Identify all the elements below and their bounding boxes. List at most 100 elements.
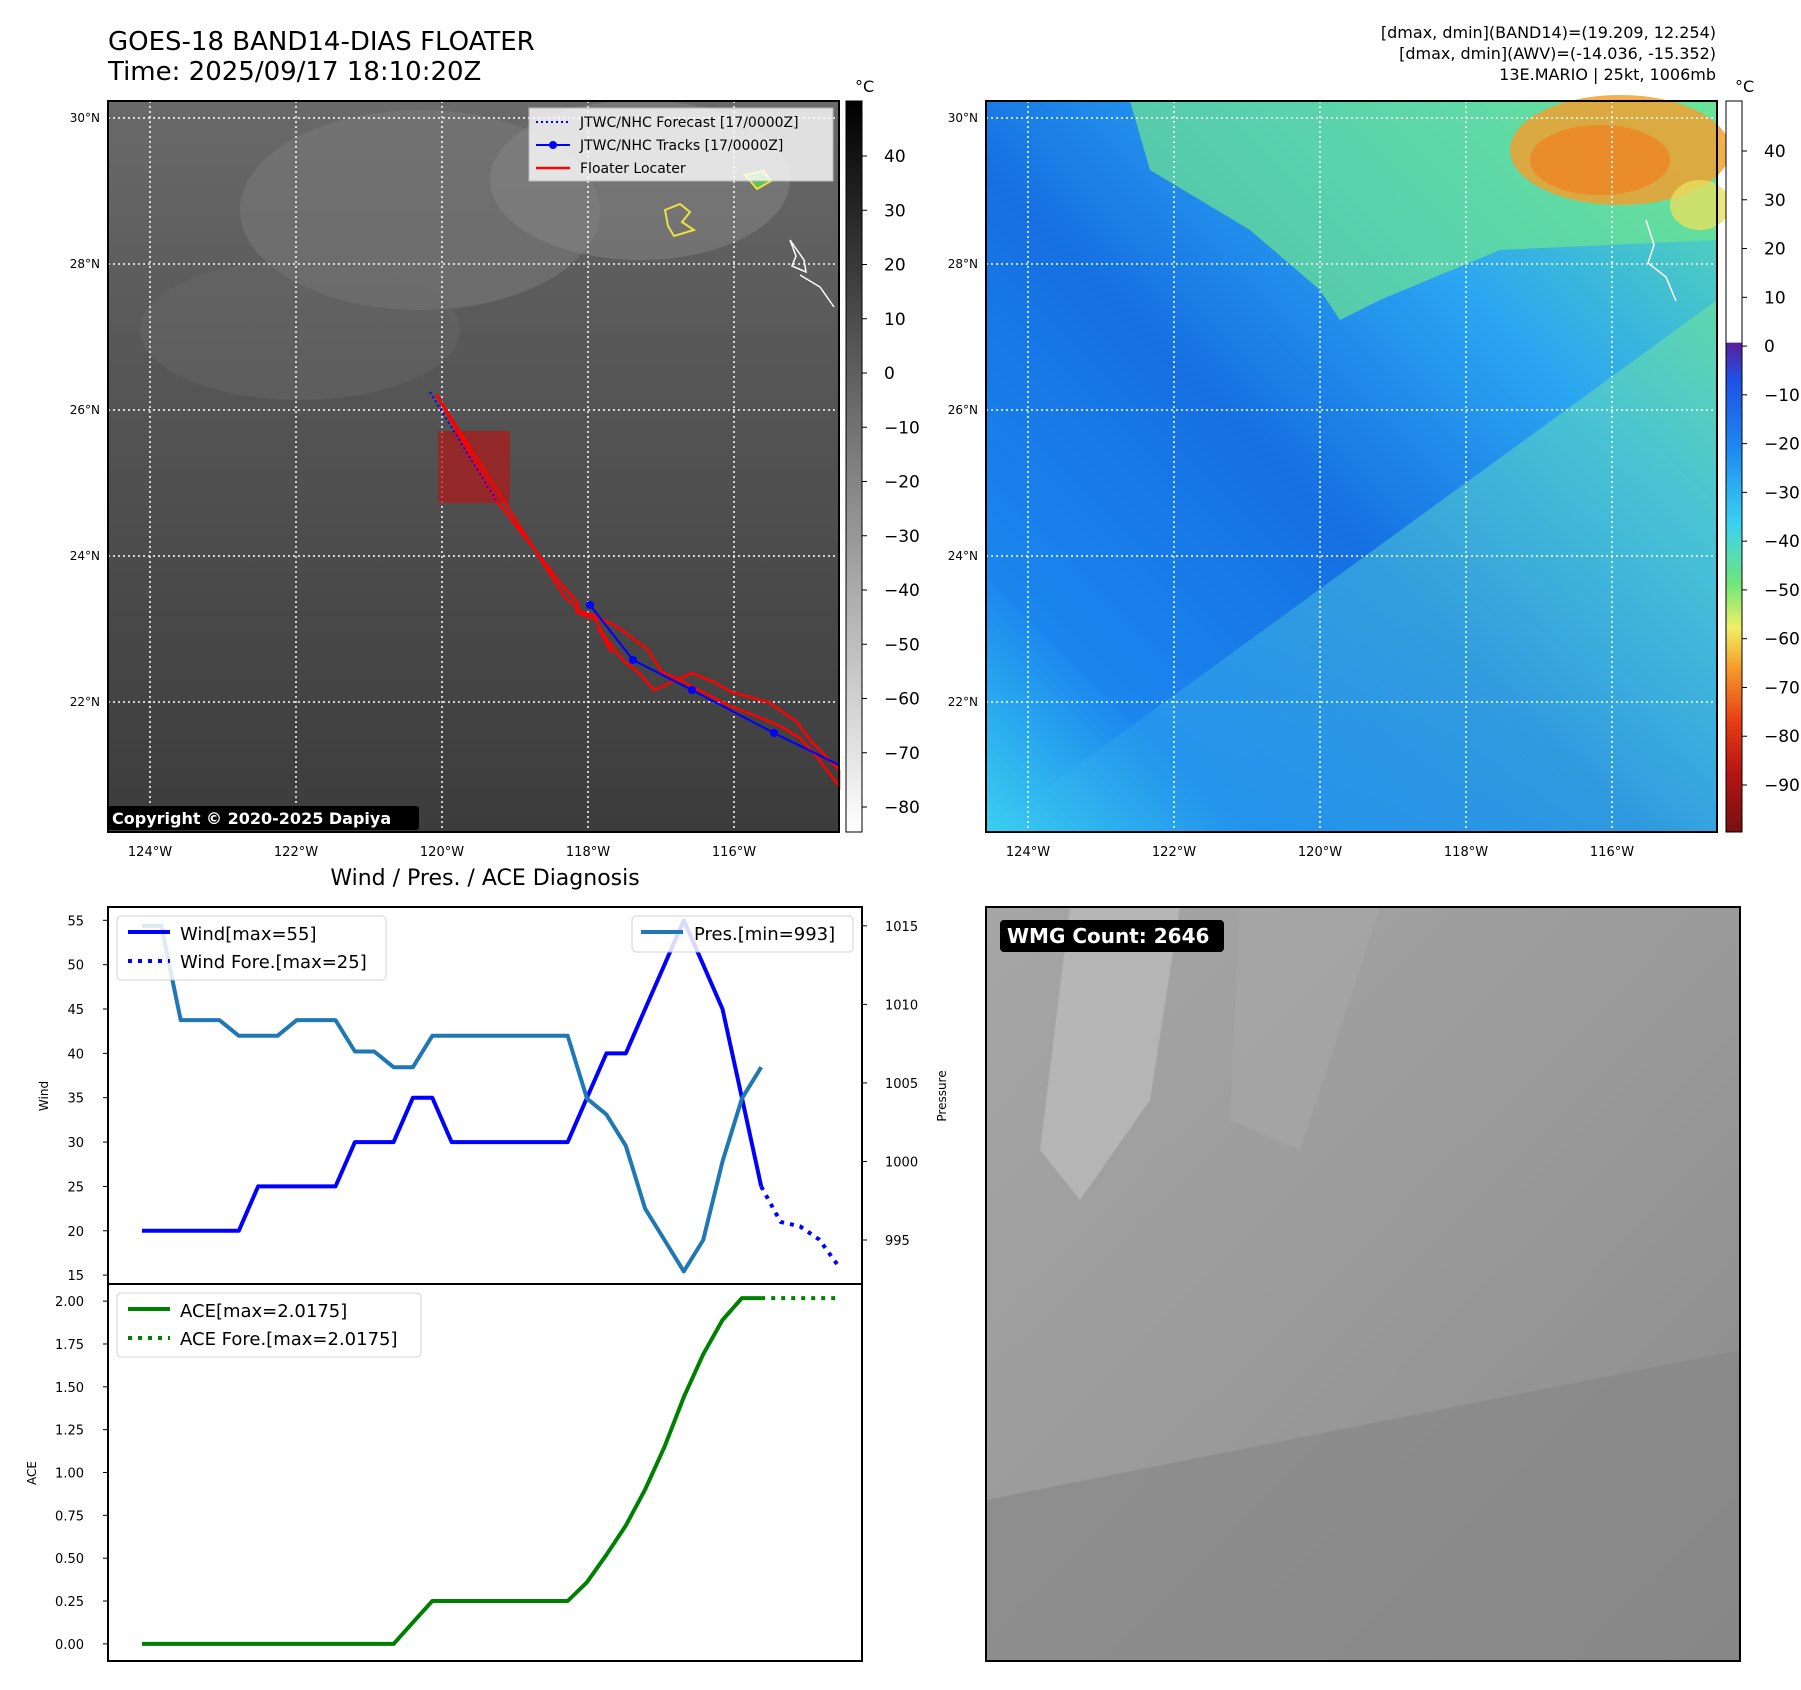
colorbar-tick-label: 0 <box>884 364 895 384</box>
colorbar-tick-label: 0 <box>1764 337 1775 357</box>
ir-coast-yellow <box>663 202 697 238</box>
track-point <box>586 601 594 609</box>
lon-tick-label: 118°W <box>1444 845 1488 860</box>
figure-time: Time: 2025/09/17 18:10:20Z <box>107 57 481 87</box>
wv-frame <box>985 100 1718 833</box>
lat-tick-label: 22°N <box>948 695 978 709</box>
colorbar-tick-label: −60 <box>1764 630 1800 650</box>
ace-tick-label: 1.50 <box>55 1381 84 1396</box>
legend-pressure-label: Pres.[min=993] <box>694 924 835 945</box>
wind-tick-label: 20 <box>67 1225 84 1240</box>
ace-line <box>142 1296 762 1646</box>
colorbar-tick-label: −90 <box>1764 776 1800 796</box>
awv-range: [dmax, dmin](AWV)=(-14.036, -15.352) <box>1399 44 1716 63</box>
wmg-bright-streak <box>1040 907 1180 1200</box>
colorbar-tick-label: −80 <box>884 798 920 818</box>
lat-tick-label: 26°N <box>70 403 100 417</box>
colorbar-tick-label: −30 <box>884 527 920 547</box>
lat-tick-label: 22°N <box>70 695 100 709</box>
ir-gridlines <box>108 101 839 832</box>
wmg-count-text: WMG Count: 2646 <box>1007 924 1209 948</box>
wind-legend-box <box>116 915 387 981</box>
lat-tick-label: 30°N <box>948 111 978 125</box>
legend-ace-label: ACE[max=2.0175] <box>180 1301 347 1322</box>
ir-coastline <box>789 239 807 274</box>
wmg-frame <box>985 906 1741 1662</box>
colorbar-tick-label: 30 <box>1764 191 1786 211</box>
copyright-badge <box>108 806 419 830</box>
wmg-streak <box>1230 907 1380 1150</box>
ace-chart: 2.00 1.75 1.50 1.25 1.00 0.75 0.50 0.25 0.00 ACE… <box>25 1283 863 1662</box>
wind-tick-label: 50 <box>67 959 84 974</box>
lon-tick-label: 124°W <box>128 845 172 860</box>
colorbar-tick-label: −50 <box>1764 581 1800 601</box>
track-point <box>770 729 778 737</box>
ace-legend: ACE[max=2.0175] ACE Fore.[max=2.0175] <box>116 1292 422 1358</box>
wv-colorbar-ticks: 40 30 20 10 0 −10 −20 −30 −40 −50 −60 −70 −80 −90 <box>1742 142 1800 796</box>
ir-frame <box>107 100 840 833</box>
lon-tick-label: 124°W <box>1006 845 1050 860</box>
colorbar-tick-label: −70 <box>1764 678 1800 698</box>
colorbar-tick-label: −20 <box>1764 435 1800 455</box>
track-point <box>629 656 637 664</box>
wv-gridlines <box>986 101 1717 832</box>
legend-ace-fore-label: ACE Fore.[max=2.0175] <box>180 1329 398 1350</box>
ace-y-ticks: 2.00 1.75 1.50 1.25 1.00 0.75 0.50 0.25 0.00 <box>55 1295 108 1653</box>
ace-axis-label: ACE <box>25 1461 39 1485</box>
diagnosis-title: Wind / Pres. / ACE Diagnosis <box>330 866 639 891</box>
lat-tick-label: 30°N <box>70 111 100 125</box>
wind-tick-label: 25 <box>67 1180 84 1195</box>
colorbar-tick-label: 10 <box>1764 288 1786 308</box>
lat-tick-label: 28°N <box>948 257 978 271</box>
lat-tick-label: 26°N <box>948 403 978 417</box>
wind-chart: 55 50 45 40 35 30 25 20 15 1015 1010 1005 1000 995 W… <box>37 906 949 1285</box>
ace-tick-label: 2.00 <box>55 1295 84 1310</box>
lat-tick-label: 24°N <box>948 549 978 563</box>
wv-coastline <box>1645 219 1677 302</box>
pressure-axis-label: Pressure <box>935 1070 949 1121</box>
wind-forecast-line <box>759 1185 841 1268</box>
lon-tick-label: 116°W <box>1590 845 1634 860</box>
wind-legend: Wind[max=55] Wind Fore.[max=25] Pres.[mi… <box>116 915 854 981</box>
colorbar-tick-label: −20 <box>884 473 920 493</box>
colorbar-tick-label: 40 <box>884 147 906 167</box>
ace-series <box>142 1296 839 1646</box>
lat-tick-label: 28°N <box>70 257 100 271</box>
legend-floater-label: Floater Locater <box>580 161 686 177</box>
ir-lon-labels: 124°W 122°W 120°W 118°W 116°W <box>128 845 756 860</box>
colorbar-tick-label: −10 <box>884 418 920 438</box>
forecast-track-line <box>429 391 497 501</box>
ir-coastline <box>799 274 835 308</box>
wind-y-ticks: 55 50 45 40 35 30 25 20 15 <box>67 914 108 1284</box>
lon-tick-label: 120°W <box>1298 845 1342 860</box>
wv-lon-labels: 124°W 122°W 120°W 118°W 116°W <box>1006 845 1634 860</box>
ace-tick-label: 1.75 <box>55 1338 84 1353</box>
wv-panel: 30°N 28°N 26°N 24°N 22°N 124°W 122°W 120°W 118°… <box>948 77 1800 860</box>
colorbar-tick-label: −70 <box>884 744 920 764</box>
track-point <box>688 686 696 694</box>
lat-tick-label: 24°N <box>70 549 100 563</box>
ir-colorbar <box>845 100 863 833</box>
wv-dry-core <box>1530 125 1670 195</box>
colorbar-tick-label: −40 <box>1764 532 1800 552</box>
colorbar-tick-label: −10 <box>1764 386 1800 406</box>
wind-tick-label: 40 <box>67 1047 84 1062</box>
wmg-dark-region <box>986 1350 1740 1661</box>
colorbar-tick-label: 40 <box>1764 142 1786 162</box>
wind-tick-label: 45 <box>67 1003 84 1018</box>
ace-tick-label: 0.75 <box>55 1509 84 1524</box>
pressure-tick-label: 1000 <box>885 1155 918 1170</box>
lon-tick-label: 120°W <box>420 845 464 860</box>
colorbar-tick-label: −30 <box>1764 483 1800 503</box>
ace-tick-label: 0.50 <box>55 1552 84 1567</box>
wind-tick-label: 35 <box>67 1092 84 1107</box>
colorbar-tick-label: −50 <box>884 635 920 655</box>
ace-tick-label: 1.00 <box>55 1467 84 1482</box>
copyright-text: Copyright © 2020-2025 Dapiya <box>112 809 391 828</box>
ir-panel: JTWC/NHC Forecast [17/0000Z] JTWC/NHC Tr… <box>70 77 920 860</box>
colorbar-tick-label: 20 <box>1764 240 1786 260</box>
wind-line <box>142 918 764 1233</box>
legend-wind-fore-label: Wind Fore.[max=25] <box>180 952 367 973</box>
wv-dry-patch <box>1670 180 1730 230</box>
